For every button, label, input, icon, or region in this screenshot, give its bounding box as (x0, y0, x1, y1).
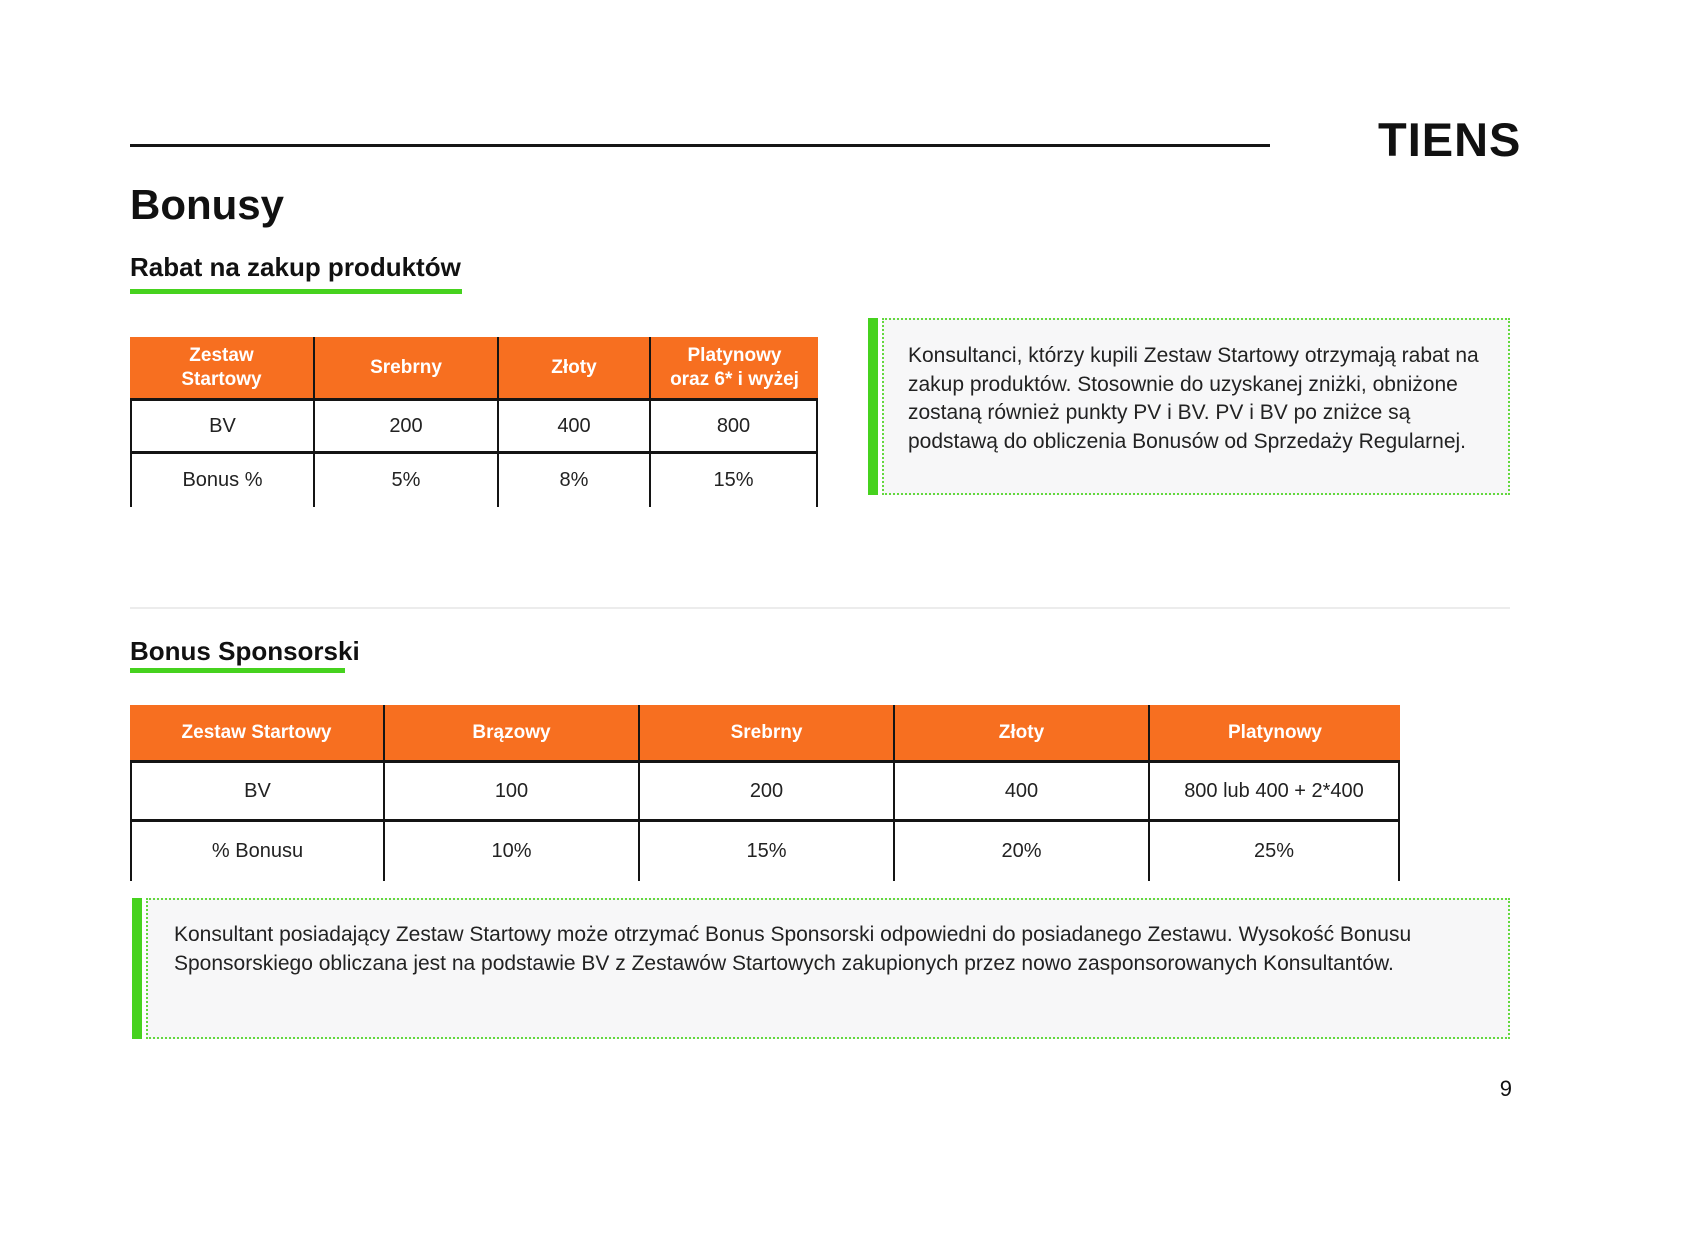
sponsorski-table: Zestaw Startowy Brązowy Srebrny Złoty Platyn… (130, 705, 1400, 881)
rabat-table: Zestaw Startowy Srebrny Złoty Platynowy ora… (130, 337, 818, 507)
section-underline-rabat (130, 289, 462, 294)
note-accent-bar (132, 898, 142, 1039)
table-cell: 15% (651, 454, 818, 507)
header-cell: Platynowy oraz 6* i wyżej (651, 337, 818, 401)
section-divider (130, 607, 1510, 609)
header-cell: Złoty (499, 337, 651, 401)
table-cell: 8% (499, 454, 651, 507)
table-cell: 400 (499, 401, 651, 454)
section-heading-sponsorski: Bonus Sponsorski (130, 636, 360, 666)
table-cell: 100 (385, 763, 640, 822)
note-accent-bar (868, 318, 878, 495)
table-cell: 800 lub 400 + 2*400 (1150, 763, 1400, 822)
header-cell: Srebrny (315, 337, 499, 401)
header-cell: Brązowy (385, 705, 640, 763)
header-cell: Zestaw Startowy (130, 337, 315, 401)
header-cell: Srebrny (640, 705, 895, 763)
sponsorski-note-text: Konsultant posiadający Zestaw Startowy m… (146, 898, 1510, 1039)
table-cell: 15% (640, 822, 895, 881)
table-cell: % Bonusu (130, 822, 385, 881)
table-cell: BV (130, 763, 385, 822)
rabat-note-box: Konsultanci, którzy kupili Zestaw Starto… (868, 318, 1510, 495)
table-cell: 10% (385, 822, 640, 881)
table-cell: 200 (640, 763, 895, 822)
header-cell: Platynowy (1150, 705, 1400, 763)
tiens-logo: TIENS (1378, 113, 1522, 166)
page-number: 9 (1499, 1076, 1512, 1101)
header-cell: Złoty (895, 705, 1150, 763)
table-cell: 5% (315, 454, 499, 507)
section-heading-rabat: Rabat na zakup produktów (130, 252, 461, 282)
table-cell: 25% (1150, 822, 1400, 881)
table-cell: 800 (651, 401, 818, 454)
table-cell: 20% (895, 822, 1150, 881)
table-cell: BV (130, 401, 315, 454)
header-rule (130, 144, 1270, 147)
header-cell: Zestaw Startowy (130, 705, 385, 763)
rabat-note-text: Konsultanci, którzy kupili Zestaw Starto… (882, 318, 1510, 495)
table-cell: 200 (315, 401, 499, 454)
sponsorski-note-box: Konsultant posiadający Zestaw Startowy m… (132, 898, 1510, 1039)
table-cell: 400 (895, 763, 1150, 822)
section-underline-sponsorski (130, 668, 345, 673)
table-cell: Bonus % (130, 454, 315, 507)
page-title: Bonusy (130, 181, 285, 228)
